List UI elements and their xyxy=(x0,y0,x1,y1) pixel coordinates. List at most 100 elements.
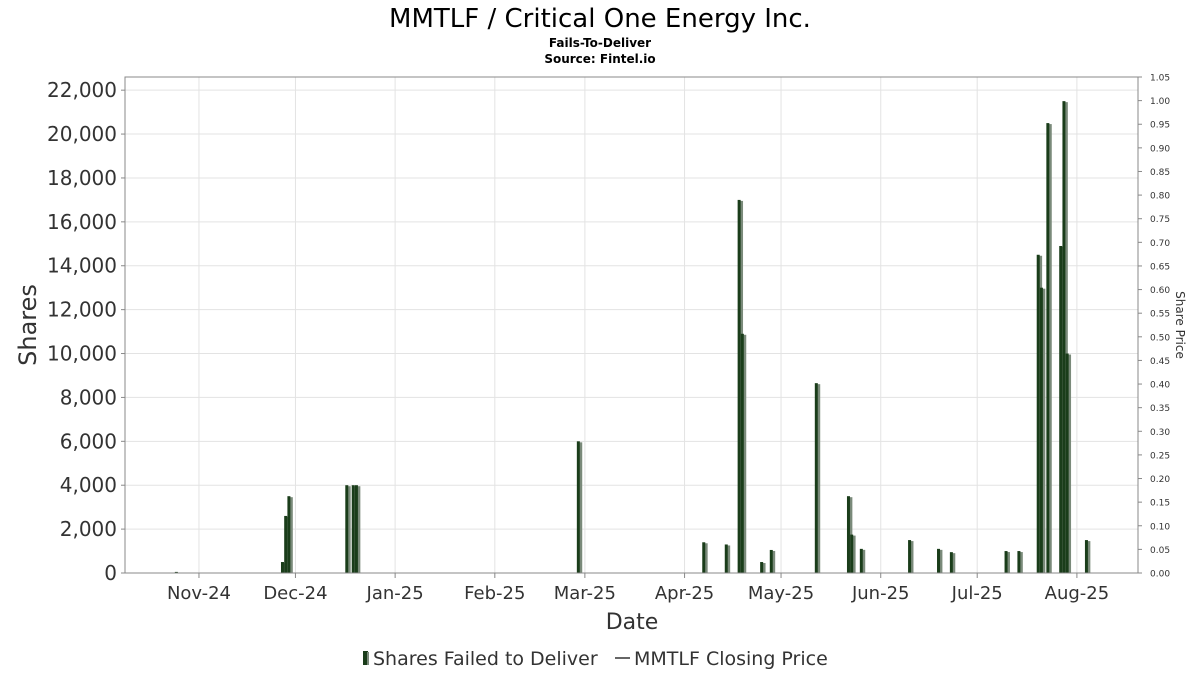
y-tick-label: 20,000 xyxy=(47,122,117,146)
ftd-bar-shadow xyxy=(953,553,956,573)
y2-tick-label: 0.40 xyxy=(1150,381,1170,391)
y-tick-label: 0 xyxy=(104,561,117,585)
ftd-bar xyxy=(741,334,744,573)
x-axis: Nov-24 Dec-24 Jan-25 Feb-25 Mar-25 Apr-25 May-… xyxy=(167,573,1109,604)
ftd-bar xyxy=(284,516,287,573)
x-tick-label: Nov-24 xyxy=(167,583,231,604)
plot-background xyxy=(125,77,1138,573)
ftd-bar xyxy=(1037,255,1040,573)
ftd-bar xyxy=(725,544,728,573)
y-tick-label: 8,000 xyxy=(60,385,117,409)
plot-area xyxy=(125,77,1138,573)
ftd-bar xyxy=(355,485,358,573)
chart-source: Source: Fintel.io xyxy=(544,52,655,66)
ftd-bar xyxy=(738,200,741,573)
y-axis-right: 0.00 0.05 0.10 0.15 0.20 0.25 0.30 0.35 0.40 0.45… xyxy=(1138,74,1170,580)
ftd-bar-shadow xyxy=(1043,289,1046,573)
y2-tick-label: 0.30 xyxy=(1150,428,1170,438)
y2-tick-label: 0.00 xyxy=(1150,570,1170,580)
y-tick-label: 12,000 xyxy=(47,298,117,322)
legend-swatch-bar-shadow xyxy=(367,652,369,665)
y2-tick-label: 1.00 xyxy=(1150,97,1170,107)
ftd-bar xyxy=(1066,354,1069,573)
ftd-bar-shadow xyxy=(348,486,351,573)
legend-label-price: MMTLF Closing Price xyxy=(634,648,828,670)
y2-tick-label: 0.55 xyxy=(1150,310,1170,320)
ftd-bar xyxy=(1005,551,1008,573)
y2-tick-label: 0.80 xyxy=(1150,192,1170,202)
chart-title: MMTLF / Critical One Energy Inc. xyxy=(389,4,811,34)
x-axis-label: Date xyxy=(606,610,659,635)
x-tick-label: Jan-25 xyxy=(366,583,424,604)
ftd-bar-shadow xyxy=(818,384,821,573)
ftd-bar-shadow xyxy=(705,543,708,573)
y2-axis-label: Share Price xyxy=(1173,291,1187,359)
ftd-bar-shadow xyxy=(358,486,361,573)
y2-tick-label: 0.60 xyxy=(1150,286,1170,296)
ftd-bar-shadow xyxy=(1049,124,1052,573)
y2-tick-label: 1.05 xyxy=(1150,74,1170,84)
ftd-bar xyxy=(1040,288,1043,573)
y-tick-label: 10,000 xyxy=(47,342,117,366)
y-tick-label: 18,000 xyxy=(47,166,117,190)
y2-tick-label: 0.15 xyxy=(1150,499,1170,509)
x-tick-label: Feb-25 xyxy=(464,583,525,604)
legend: Shares Failed to Deliver MMTLF Closing P… xyxy=(363,648,828,670)
ftd-bar-shadow xyxy=(1068,355,1071,573)
x-tick-label: Apr-25 xyxy=(655,583,714,604)
ftd-bar-shadow xyxy=(1007,552,1010,573)
ftd-bar-shadow xyxy=(773,551,776,573)
ftd-bar xyxy=(847,496,850,573)
ftd-bar xyxy=(770,550,773,573)
ftd-bar xyxy=(908,540,911,573)
y2-tick-label: 0.35 xyxy=(1150,404,1170,414)
x-tick-label: Mar-25 xyxy=(554,583,616,604)
legend-label-ftd: Shares Failed to Deliver xyxy=(373,648,598,670)
ftd-bar-shadow xyxy=(744,335,747,573)
ftd-bar xyxy=(937,549,940,573)
y-tick-label: 16,000 xyxy=(47,210,117,234)
ftd-bar xyxy=(1046,123,1049,573)
y-tick-label: 2,000 xyxy=(60,517,117,541)
ftd-bar xyxy=(1017,551,1020,573)
y-tick-label: 4,000 xyxy=(60,473,117,497)
y2-tick-label: 0.90 xyxy=(1150,144,1170,154)
y2-tick-label: 0.45 xyxy=(1150,357,1170,367)
x-tick-label: Aug-25 xyxy=(1045,583,1110,604)
ftd-bar xyxy=(345,485,348,573)
ftd-bar-shadow xyxy=(728,545,731,573)
y2-tick-label: 0.50 xyxy=(1150,333,1170,343)
y-axis-left: 02,0004,0006,0008,00010,00012,00014,0001… xyxy=(47,78,125,585)
ftd-bar xyxy=(1059,246,1062,573)
ftd-bar xyxy=(760,562,763,573)
ftd-bar xyxy=(815,383,818,573)
y2-tick-label: 0.05 xyxy=(1150,546,1170,556)
ftd-bar xyxy=(281,562,284,573)
ftd-bar xyxy=(850,535,853,573)
y2-tick-label: 0.75 xyxy=(1150,215,1170,225)
y2-tick-label: 0.95 xyxy=(1150,121,1170,131)
y2-tick-label: 0.10 xyxy=(1150,522,1170,532)
ftd-bar-shadow xyxy=(580,442,583,573)
y-tick-label: 22,000 xyxy=(47,78,117,102)
ftd-bar xyxy=(1062,101,1065,573)
x-tick-label: May-25 xyxy=(748,583,814,604)
ftd-bar-shadow xyxy=(1088,541,1091,573)
x-tick-label: Dec-24 xyxy=(263,583,327,604)
ftd-bar xyxy=(1085,540,1088,573)
ftd-bar xyxy=(577,441,580,573)
y2-tick-label: 0.70 xyxy=(1150,239,1170,249)
y2-tick-label: 0.20 xyxy=(1150,475,1170,485)
ftd-bar xyxy=(950,552,953,573)
ftd-bar-shadow xyxy=(1020,552,1023,573)
ftd-bar-shadow xyxy=(863,550,866,573)
ftd-bar-shadow xyxy=(853,536,856,573)
ftd-bar-shadow xyxy=(763,563,766,573)
ftd-bar-shadow xyxy=(290,497,293,573)
y2-tick-label: 0.25 xyxy=(1150,451,1170,461)
x-tick-label: Jul-25 xyxy=(951,583,1003,604)
ftd-bar-shadow xyxy=(940,550,943,573)
x-tick-label: Jun-25 xyxy=(851,583,910,604)
